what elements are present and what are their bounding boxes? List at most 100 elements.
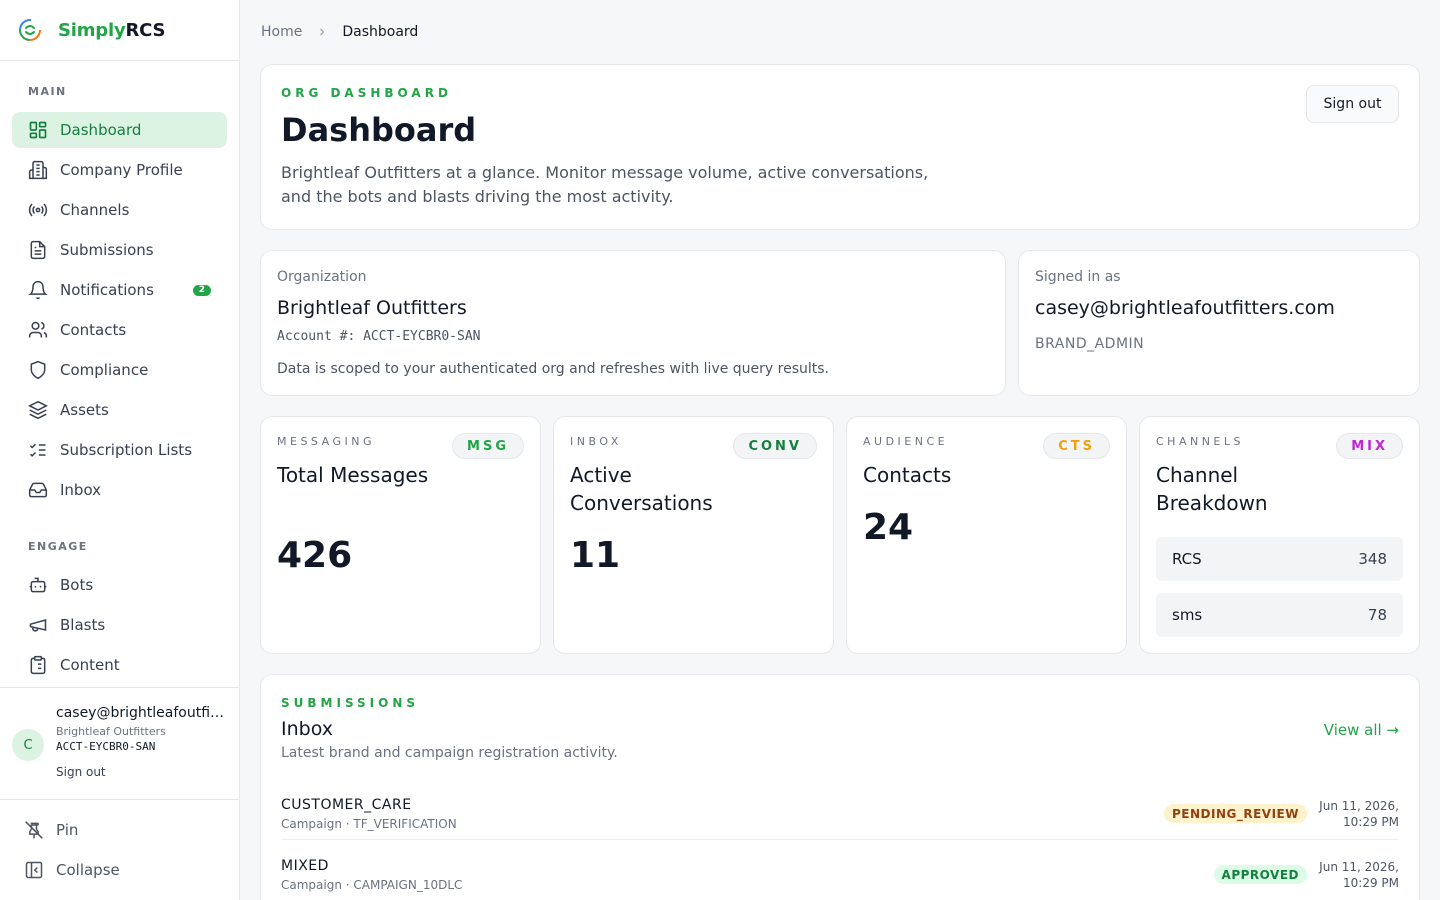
sidebar-item-channels[interactable]: Channels [12, 192, 227, 228]
file-text-icon [30, 240, 46, 260]
channel-name: sms [1172, 606, 1203, 624]
status-badge: APPROVED [1213, 865, 1307, 884]
sidebar-item-label: Content [60, 656, 120, 674]
channel-row-sms: sms 78 [1156, 593, 1403, 637]
inbox-icon [28, 482, 48, 498]
submission-name: CUSTOMER_CARE [281, 797, 412, 813]
dashboard-header-card: ORG DASHBOARD Dashboard Brightleaf Outfi… [260, 64, 1420, 230]
submission-meta: Campaign · TF_VERIFICATION [281, 817, 457, 831]
sidebar-item-label: Company Profile [60, 161, 183, 179]
sidebar-signout-link[interactable]: Sign out [56, 765, 106, 779]
sidebar-item-notifications[interactable]: Notifications 2 [12, 272, 227, 308]
sidebar-item-label: Assets [60, 401, 109, 419]
brand-name: SimplyRCS [58, 19, 166, 41]
sidebar-item-contacts[interactable]: Contacts [12, 312, 227, 348]
stat-eyebrow: AUDIENCE [863, 435, 949, 448]
sidebar-item-inbox[interactable]: Inbox [12, 472, 227, 508]
signed-in-role: BRAND_ADMIN [1035, 336, 1145, 352]
stat-eyebrow: CHANNELS [1156, 435, 1244, 448]
stat-eyebrow: INBOX [570, 435, 622, 448]
sidebar-item-label: Submissions [60, 241, 154, 259]
sidebar-item-blasts[interactable]: Blasts [12, 607, 227, 643]
submission-row[interactable]: CUSTOMER_CARE Campaign · TF_VERIFICATION… [281, 780, 1399, 840]
signed-in-email: casey@brightleafoutfitters.com [1035, 297, 1335, 319]
notification-count-badge: 2 [192, 285, 211, 296]
sidebar-item-bots[interactable]: Bots [12, 567, 227, 603]
submissions-title: Inbox [281, 718, 333, 740]
user-panel: C casey@brightleafoutfitters.com Brightl… [0, 687, 239, 800]
collapse-label: Collapse [56, 861, 120, 879]
sidebar-item-subscription-lists[interactable]: Subscription Lists [12, 432, 227, 468]
clipboard-icon [30, 655, 46, 675]
view-all-link[interactable]: View all → [1323, 721, 1399, 739]
submission-date-line2: 10:29 PM [1343, 815, 1399, 829]
shield-icon [30, 360, 46, 380]
sidebar-item-label: Channels [60, 201, 130, 219]
stat-pill: CONV [733, 433, 817, 459]
sidebar-item-label: Dashboard [60, 121, 142, 139]
user-account-id: ACCT-EYCBR0-SAN [56, 740, 156, 753]
sidebar-item-company-profile[interactable]: Company Profile [12, 152, 227, 188]
sidebar-item-label: Compliance [60, 361, 149, 379]
stat-value: 24 [863, 507, 914, 548]
building-icon [28, 160, 48, 180]
pin-label: Pin [56, 821, 79, 839]
submission-row[interactable]: MIXED Campaign · CAMPAIGN_10DLC APPROVED… [281, 841, 1399, 900]
pin-button[interactable]: Pin [12, 812, 227, 848]
signed-in-card: Signed in as casey@brightleafoutfitters.… [1018, 250, 1420, 396]
submissions-card: SUBMISSIONS Inbox Latest brand and campa… [260, 674, 1420, 900]
header-eyebrow: ORG DASHBOARD [281, 86, 452, 100]
collapse-button[interactable]: Collapse [12, 852, 227, 888]
sidebar-item-label: Blasts [60, 616, 106, 634]
submission-date-line2: 10:29 PM [1343, 876, 1399, 890]
stat-title: Channel Breakdown [1156, 463, 1268, 515]
sidebar-footer: Pin Collapse [12, 812, 227, 892]
stat-title: Contacts [863, 463, 952, 487]
avatar[interactable]: C [12, 729, 44, 761]
sidebar-item-compliance[interactable]: Compliance [12, 352, 227, 388]
stat-card-channel-breakdown: CHANNELS MIX Channel Breakdown RCS 348 s… [1139, 416, 1420, 654]
submissions-eyebrow: SUBMISSIONS [281, 696, 420, 710]
sidebar-item-submissions[interactable]: Submissions [12, 232, 227, 268]
submission-meta: Campaign · CAMPAIGN_10DLC [281, 878, 463, 892]
breadcrumb: Home Dashboard [261, 24, 418, 40]
sidebar-item-assets[interactable]: Assets [12, 392, 227, 428]
bot-icon [29, 577, 47, 593]
sidebar: SimplyRCS MAIN Dashboard Company Profile… [0, 0, 240, 900]
stat-title: Total Messages [277, 463, 429, 487]
page-title: Dashboard [281, 111, 477, 149]
submission-date: Jun 11, 2026, 10:29 PM [1319, 798, 1399, 830]
sidebar-item-label: Contacts [60, 321, 127, 339]
organization-account: Account #: ACCT-EYCBR0-SAN [277, 329, 481, 344]
submission-name: MIXED [281, 858, 329, 874]
stat-card-total-messages: MESSAGING MSG Total Messages 426 [260, 416, 541, 654]
layers-icon [28, 400, 48, 420]
organization-note: Data is scoped to your authenticated org… [277, 361, 830, 377]
users-icon [28, 321, 48, 338]
brand[interactable]: SimplyRCS [0, 0, 239, 61]
channel-count: 78 [1367, 606, 1387, 624]
breadcrumb-current: Dashboard [342, 24, 419, 40]
user-email: casey@brightleafoutfitters.com [56, 705, 226, 721]
simplyrcs-logo-icon [19, 19, 41, 41]
submission-date-line1: Jun 11, 2026, [1319, 799, 1399, 813]
user-org: Brightleaf Outfitters [56, 725, 166, 738]
breadcrumb-home[interactable]: Home [261, 24, 303, 40]
bell-icon [28, 280, 48, 300]
sidebar-item-label: Inbox [60, 481, 102, 499]
nav-engage: Bots Blasts Content [12, 567, 227, 687]
megaphone-icon [29, 619, 47, 632]
nav-main: Dashboard Company Profile Channels Submi… [12, 112, 227, 512]
channel-name: RCS [1172, 550, 1202, 568]
stat-pill: MSG [452, 433, 524, 459]
submissions-description: Latest brand and campaign registration a… [281, 745, 618, 761]
submission-date: Jun 11, 2026, 10:29 PM [1319, 859, 1399, 891]
sidebar-item-content[interactable]: Content [12, 647, 227, 683]
status-badge: PENDING_REVIEW [1164, 804, 1307, 823]
signout-button[interactable]: Sign out [1306, 85, 1399, 123]
sidebar-item-dashboard[interactable]: Dashboard [12, 112, 227, 148]
panel-collapse-icon [25, 861, 43, 879]
signed-in-label: Signed in as [1035, 269, 1121, 285]
nav-section-main: MAIN [28, 85, 67, 98]
stat-value: 426 [277, 535, 353, 576]
